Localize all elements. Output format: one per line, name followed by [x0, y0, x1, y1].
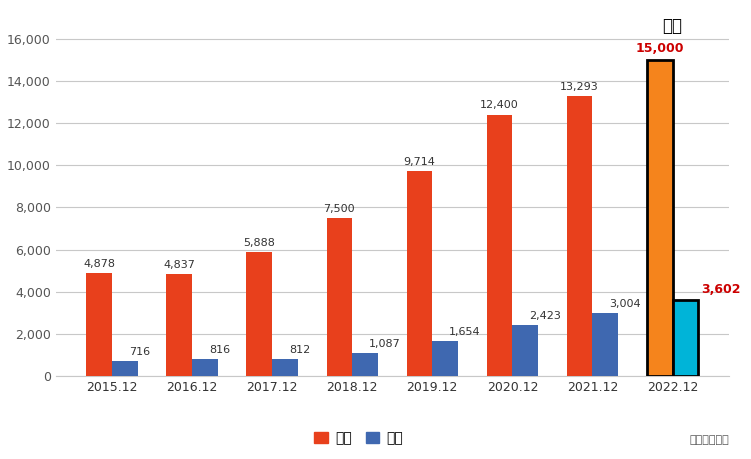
Text: 7,500: 7,500 — [324, 204, 355, 214]
Text: 5,888: 5,888 — [243, 238, 275, 248]
Text: 812: 812 — [289, 345, 310, 355]
Text: 予想: 予想 — [662, 17, 683, 35]
Text: 1,654: 1,654 — [449, 327, 481, 337]
Text: 13,293: 13,293 — [560, 82, 599, 91]
Bar — [567, 96, 593, 376]
Text: 3,004: 3,004 — [609, 299, 641, 309]
Bar — [433, 341, 458, 376]
Bar — [512, 325, 538, 376]
Bar — [246, 252, 272, 376]
Text: 2,423: 2,423 — [529, 311, 561, 321]
Bar — [647, 60, 673, 376]
Bar — [406, 171, 433, 376]
Text: 1,087: 1,087 — [369, 339, 401, 349]
Text: 4,878: 4,878 — [83, 259, 115, 269]
Bar — [352, 353, 378, 376]
Text: 単位：百万円: 単位：百万円 — [689, 436, 728, 446]
Bar — [327, 218, 352, 376]
Bar — [86, 274, 112, 376]
Text: 716: 716 — [128, 347, 150, 357]
Legend: 売上, 経常: 売上, 経常 — [309, 425, 409, 451]
Bar — [487, 115, 512, 376]
Text: 4,837: 4,837 — [163, 260, 195, 270]
Bar — [112, 361, 137, 376]
Text: 3,602: 3,602 — [701, 283, 740, 296]
Text: 15,000: 15,000 — [635, 43, 684, 56]
Text: 9,714: 9,714 — [403, 157, 436, 167]
Bar — [167, 274, 192, 376]
Text: 816: 816 — [209, 345, 230, 355]
Bar — [593, 313, 618, 376]
Bar — [673, 300, 698, 376]
Bar — [192, 359, 218, 376]
Bar — [272, 359, 297, 376]
Text: 12,400: 12,400 — [480, 101, 519, 110]
